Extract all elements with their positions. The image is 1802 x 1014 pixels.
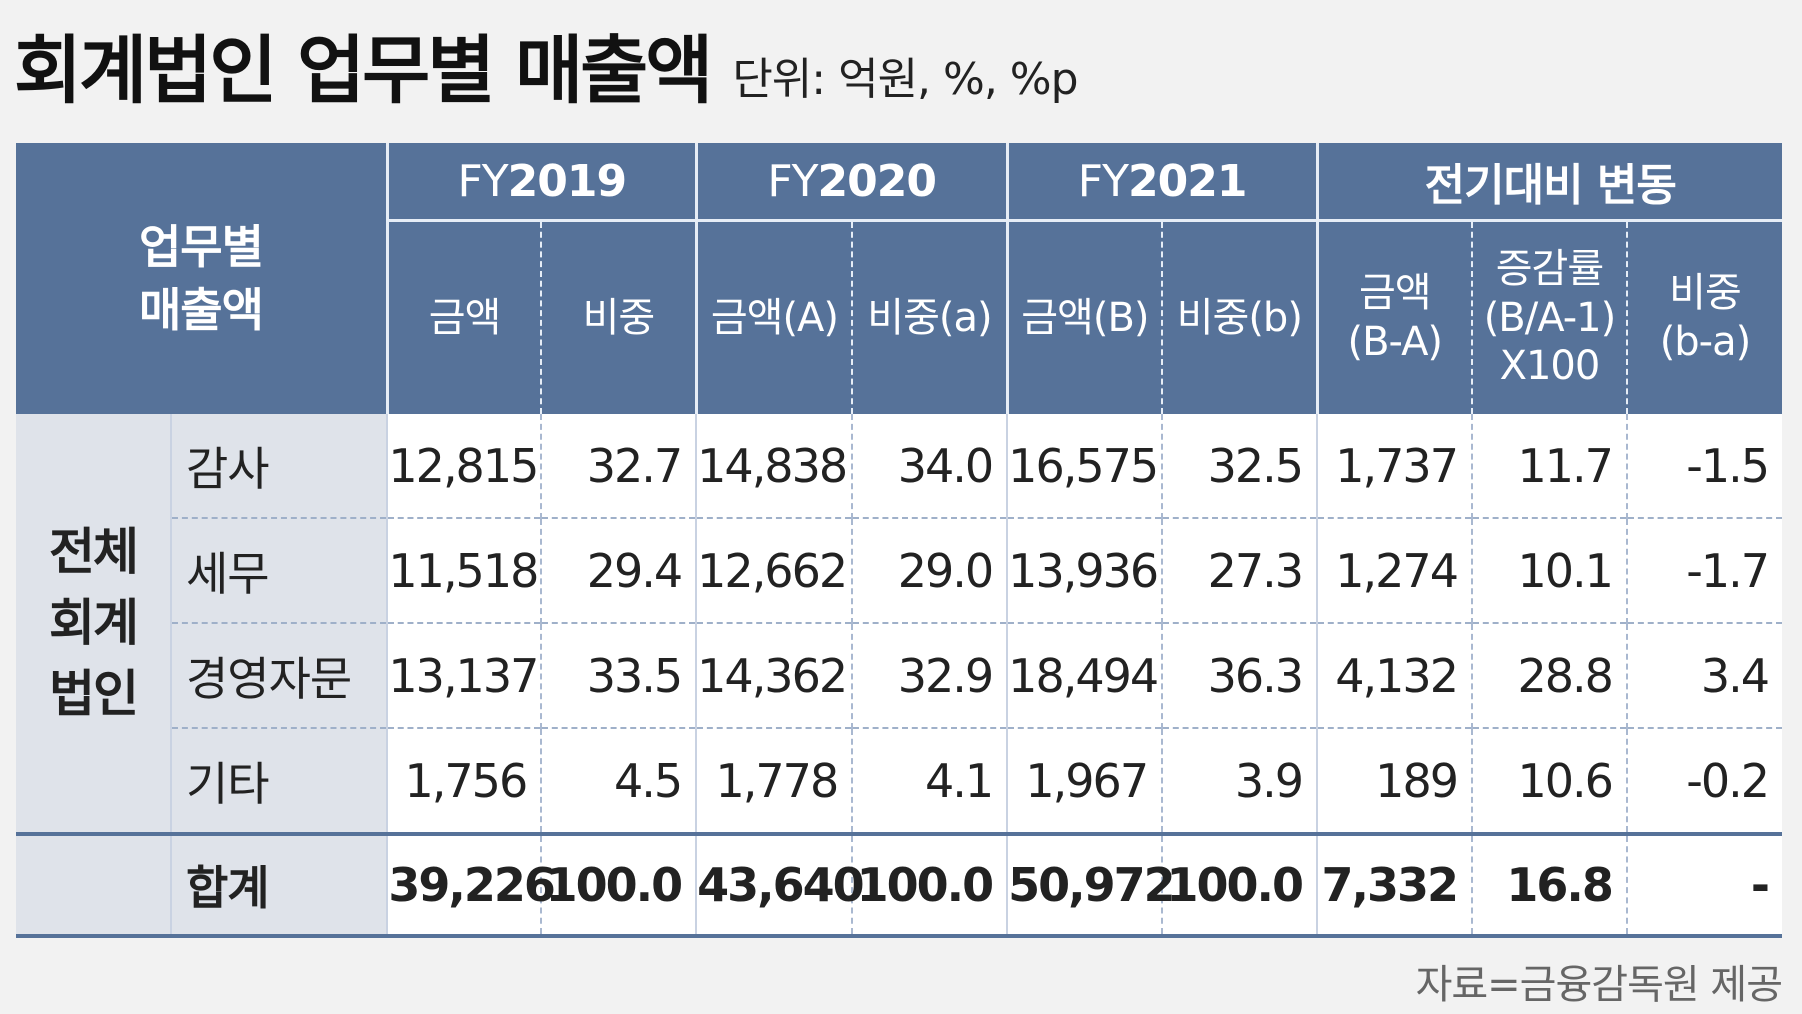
data-cell: 1,967 [1006, 727, 1163, 834]
data-cell: -1.5 [1625, 414, 1782, 518]
data-cell: 32.9 [851, 622, 1008, 728]
data-cell: 12,662 [695, 517, 853, 623]
col-group-fy2020: FY2020 [694, 143, 1008, 222]
col-group-year: 2021 [1127, 155, 1247, 207]
data-cell: 3.9 [1161, 727, 1318, 834]
title-bar: 회계법인 업무별 매출액 단위: 억원, %, %p [14, 18, 1079, 114]
data-cell: 10.6 [1470, 727, 1627, 834]
data-cell: 1,737 [1316, 414, 1472, 518]
col-header: 금액(A) [694, 220, 853, 414]
col-header: 비중 [540, 220, 697, 414]
data-cell: 13,936 [1006, 517, 1163, 623]
group-label-blank [16, 832, 171, 938]
col-header: 금액 [385, 220, 542, 414]
data-cell: 32.7 [540, 414, 697, 518]
col-header: 비중 (b-a) [1626, 220, 1782, 414]
total-cell: 16.8 [1470, 832, 1627, 938]
data-cell: 13,137 [386, 622, 542, 728]
data-cell: 1,274 [1316, 517, 1472, 623]
group-label-cell: 전체 회계 법인 [16, 414, 171, 834]
col-group-year: 2019 [507, 155, 627, 207]
col-group-year: 2020 [817, 155, 937, 207]
row-header-label-2: 매출액 [138, 282, 264, 337]
row-header-label-1: 업무별 [138, 220, 264, 275]
data-cell: 11.7 [1470, 414, 1627, 518]
table-row: 기타 1,756 4.5 1,778 4.1 1,967 3.9 189 10.… [16, 727, 1782, 834]
col-header: 금액 (B-A) [1315, 220, 1472, 414]
data-cell: 11,518 [386, 517, 542, 623]
total-cell: 100.0 [1161, 832, 1318, 938]
data-cell: 29.0 [851, 517, 1008, 623]
data-cell: 4.1 [851, 727, 1008, 834]
data-cell: 34.0 [851, 414, 1008, 518]
row-header-cell: 업무별 매출액 [16, 143, 388, 414]
data-cell: 14,838 [695, 414, 853, 518]
chart-title: 회계법인 업무별 매출액 [14, 28, 713, 114]
col-group-prefix: FY [1077, 155, 1129, 207]
row-label: 세무 [169, 517, 388, 623]
col-group-fy2021: FY2021 [1005, 143, 1318, 222]
row-label: 기타 [169, 727, 388, 834]
data-cell: 12,815 [386, 414, 542, 518]
col-group-fy2019: FY2019 [385, 143, 697, 222]
data-cell: 1,756 [386, 727, 542, 834]
table-row: 세무 11,518 29.4 12,662 29.0 13,936 27.3 1… [16, 517, 1782, 623]
data-cell: 32.5 [1161, 414, 1318, 518]
table-row: 전체 회계 법인 감사 12,815 32.7 14,838 34.0 16,5… [16, 414, 1782, 834]
revenue-table: 업무별 매출액 FY2019 FY2020 FY2021 전기대비 변동 금액 … [16, 143, 1782, 938]
total-label: 합계 [169, 832, 388, 938]
data-cell: -0.2 [1625, 727, 1782, 834]
total-cell: 100.0 [851, 832, 1008, 938]
data-cell: 33.5 [540, 622, 697, 728]
col-header: 비중(b) [1161, 220, 1318, 414]
data-cell: 29.4 [540, 517, 697, 623]
table-row: 경영자문 13,137 33.5 14,362 32.9 18,494 36.3… [16, 622, 1782, 728]
total-cell: 7,332 [1316, 832, 1472, 938]
total-cell: - [1625, 832, 1782, 938]
data-cell: 14,362 [695, 622, 853, 728]
col-header: 증감률 (B/A-1) X100 [1470, 219, 1628, 414]
data-cell: 18,494 [1006, 622, 1163, 728]
col-group-prefix: FY [767, 155, 818, 207]
total-cell: 50,972 [1006, 832, 1176, 938]
row-label: 감사 [169, 414, 388, 518]
row-label: 경영자문 [169, 622, 388, 728]
data-cell: 16,575 [1006, 414, 1163, 518]
total-cell: 43,640 [695, 832, 865, 938]
data-cell: 4,132 [1316, 622, 1472, 728]
col-header: 비중(a) [851, 220, 1008, 414]
data-cell: 189 [1316, 727, 1472, 834]
source-note: 자료=금융감독원 제공 [1415, 962, 1783, 1008]
col-header: 금액(B) [1005, 220, 1163, 414]
unit-label: 단위: 억원, %, %p [732, 54, 1078, 105]
col-group-change: 전기대비 변동 [1315, 143, 1782, 222]
total-row: 합계 39,226 100.0 43,640 100.0 50,972 100.… [16, 832, 1782, 938]
total-cell: 39,226 [386, 832, 556, 938]
data-cell: -1.7 [1625, 517, 1782, 623]
col-group-year: 전기대비 변동 [1424, 160, 1677, 211]
data-cell: 3.4 [1625, 622, 1782, 728]
data-cell: 28.8 [1470, 622, 1627, 728]
data-cell: 1,778 [695, 727, 853, 834]
data-cell: 27.3 [1161, 517, 1318, 623]
col-group-prefix: FY [457, 155, 508, 207]
data-cell: 10.1 [1470, 517, 1627, 623]
data-cell: 36.3 [1161, 622, 1318, 728]
data-cell: 4.5 [540, 727, 697, 834]
total-cell: 100.0 [540, 832, 697, 938]
